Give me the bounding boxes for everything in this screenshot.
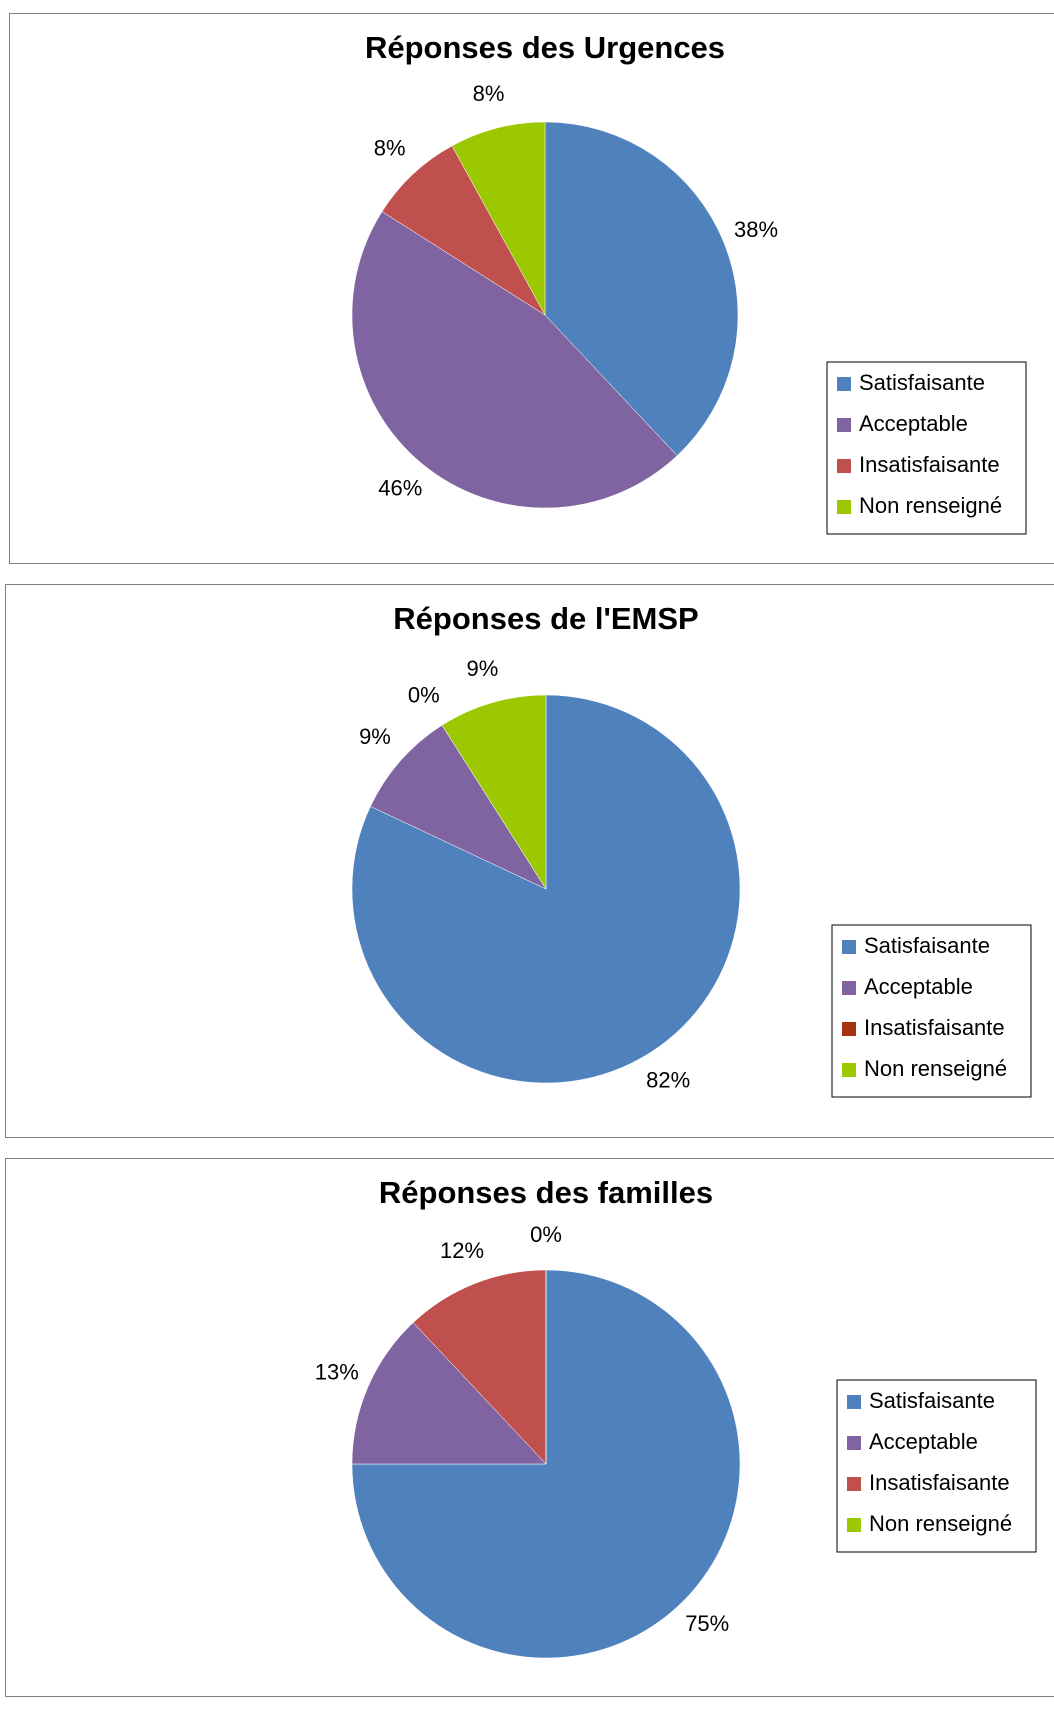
data-label: 75%	[685, 1611, 729, 1636]
legend-swatch	[842, 1063, 856, 1077]
pie-slice	[544, 121, 739, 457]
pie-slice	[351, 211, 678, 509]
data-label: 9%	[466, 656, 498, 681]
data-label: 38%	[734, 217, 778, 242]
data-label: 9%	[359, 724, 391, 749]
legend-swatch	[847, 1395, 861, 1409]
legend-label: Satisfaisante	[864, 933, 990, 958]
data-label: 0%	[530, 1222, 562, 1247]
legend-label: Acceptable	[864, 974, 973, 999]
chart: Réponses des Urgences 38% 46% 8% 8% Satisfais…	[9, 13, 1054, 564]
legend-swatch	[837, 459, 851, 473]
legend-box	[826, 361, 1027, 535]
chart-title: Réponses de l'EMSP	[393, 601, 698, 636]
legend-label: Satisfaisante	[869, 1388, 995, 1413]
data-label: 82%	[646, 1067, 690, 1092]
data-label: 8%	[473, 81, 505, 106]
legend-swatch	[847, 1436, 861, 1450]
chart-title: Réponses des familles	[379, 1175, 713, 1210]
data-label: 12%	[440, 1238, 484, 1263]
legend-label: Non renseigné	[869, 1511, 1012, 1536]
legend-label: Insatisfaisante	[869, 1470, 1010, 1495]
legend-label: Non renseigné	[864, 1056, 1007, 1081]
chart: Réponses de l'EMSP 82% 9% 0% 9% Satisfaisante…	[5, 584, 1054, 1138]
legend-swatch	[847, 1477, 861, 1491]
pie-slice	[370, 724, 547, 890]
legend-box	[836, 1379, 1037, 1553]
data-label: 8%	[374, 135, 406, 160]
legend-label: Satisfaisante	[859, 370, 985, 395]
legend-label: Acceptable	[859, 411, 968, 436]
pie-slice	[381, 145, 546, 316]
pie-slice	[351, 1322, 547, 1465]
legend-swatch	[842, 940, 856, 954]
legend-swatch	[847, 1518, 861, 1532]
legend-label: Acceptable	[869, 1429, 978, 1454]
legend-swatch	[837, 377, 851, 391]
pie-slice	[451, 121, 546, 316]
legend-label: Insatisfaisante	[864, 1015, 1005, 1040]
legend-swatch	[842, 981, 856, 995]
chart: Réponses des familles 75% 13% 12% 0% Satisfai…	[5, 1158, 1054, 1697]
pie-slice	[441, 694, 547, 890]
legend-label: Insatisfaisante	[859, 452, 1000, 477]
data-label: 13%	[315, 1359, 359, 1384]
data-label: 46%	[378, 476, 422, 501]
legend-swatch	[842, 1022, 856, 1036]
data-label: 0%	[408, 682, 440, 707]
legend-swatch	[837, 500, 851, 514]
legend-box	[831, 924, 1032, 1098]
legend-label: Non renseigné	[859, 493, 1002, 518]
legend-swatch	[837, 418, 851, 432]
chart-title: Réponses des Urgences	[365, 30, 725, 65]
pie-slice	[351, 1269, 741, 1659]
pie-slice	[412, 1269, 547, 1465]
